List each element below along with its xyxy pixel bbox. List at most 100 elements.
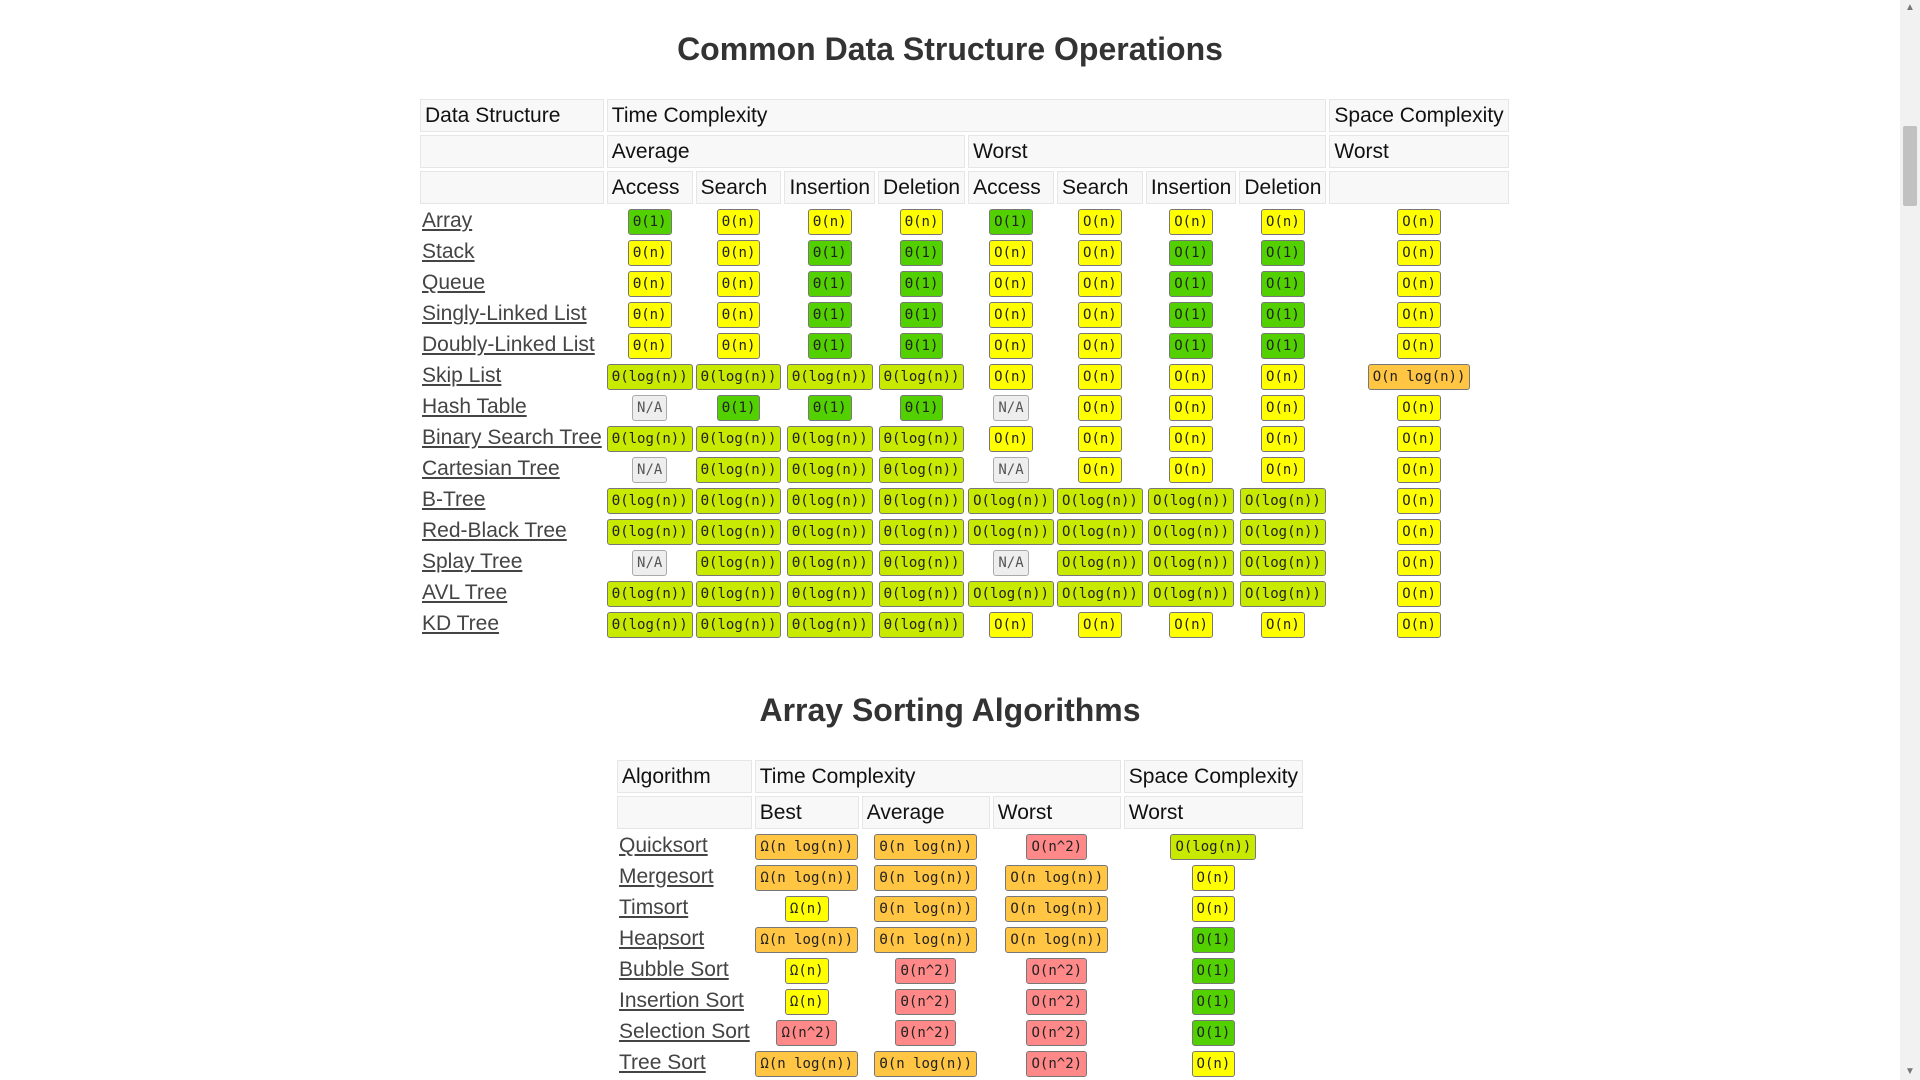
complexity-badge: Ω(n^2): [776, 1019, 838, 1046]
ds-link[interactable]: Cartesian Tree: [422, 457, 560, 480]
complexity-badge: Θ(log(n)): [878, 518, 965, 545]
complexity-cell: O(n): [1124, 863, 1303, 891]
sort-link[interactable]: Tree Sort: [619, 1051, 706, 1074]
complexity-badge: O(n): [1261, 611, 1305, 638]
complexity-badge: Ω(n log(n)): [755, 1050, 859, 1077]
complexity-cell: N/A: [968, 455, 1054, 483]
complexity-cell: Θ(log(n)): [695, 517, 782, 545]
sort-link[interactable]: Mergesort: [619, 865, 714, 888]
ds-name-cell: Array: [420, 207, 604, 235]
sort-header-blank: [617, 796, 752, 829]
ds-header-op: Deletion: [878, 171, 966, 204]
scroll-up-icon[interactable]: ▲: [1905, 2, 1915, 13]
ds-link[interactable]: Singly-Linked List: [422, 302, 587, 325]
complexity-badge: O(log(n)): [1056, 487, 1143, 514]
sort-link[interactable]: Bubble Sort: [619, 958, 729, 981]
complexity-badge: O(n): [989, 301, 1033, 328]
sort-table-row: Timsort Ω(n) Θ(n log(n)) O(n log(n)) O(n): [617, 894, 1303, 922]
complexity-badge: Θ(log(n)): [878, 425, 965, 452]
complexity-badge: O(log(n)): [968, 487, 1054, 514]
complexity-badge: Θ(1): [807, 239, 852, 266]
complexity-badge: Θ(n): [716, 239, 761, 266]
sort-table-row: Tree Sort Ω(n log(n)) Θ(n log(n)) O(n^2) O(n…: [617, 1049, 1303, 1077]
sort-link[interactable]: Heapsort: [619, 927, 705, 950]
ds-table-row: Skip List Θ(log(n)) Θ(log(n)) Θ(log(n)) Θ(lo…: [420, 362, 1509, 390]
vertical-scrollbar[interactable]: ▲ ▼: [1900, 0, 1920, 1080]
complexity-badge: O(n): [1078, 301, 1122, 328]
ds-link[interactable]: Stack: [422, 240, 475, 263]
complexity-badge: O(n): [1397, 332, 1441, 359]
complexity-badge: Θ(1): [899, 332, 944, 359]
ds-link[interactable]: Queue: [422, 271, 486, 294]
sort-link[interactable]: Quicksort: [619, 834, 708, 857]
sort-link[interactable]: Insertion Sort: [619, 989, 744, 1012]
complexity-badge: O(n): [1397, 456, 1441, 483]
sort-link[interactable]: Timsort: [619, 896, 689, 919]
complexity-cell: O(n): [1329, 610, 1508, 638]
complexity-badge: O(n log(n)): [1005, 864, 1109, 891]
complexity-badge: O(n): [1078, 208, 1122, 235]
ds-link[interactable]: Doubly-Linked List: [422, 333, 595, 356]
complexity-badge: O(n): [989, 363, 1033, 390]
complexity-badge: Θ(n^2): [895, 988, 957, 1015]
complexity-badge: O(n): [1261, 425, 1305, 452]
complexity-cell: Θ(n): [607, 331, 693, 359]
complexity-cell: Θ(log(n)): [695, 362, 782, 390]
complexity-badge: O(log(n)): [1148, 580, 1235, 607]
complexity-cell: Θ(log(n)): [878, 579, 965, 607]
ds-table-row: Queue Θ(n) Θ(n) Θ(1) Θ(1) O(n) O(n) O(1) O(1) O(n…: [420, 269, 1509, 297]
complexity-cell: O(n): [1329, 579, 1508, 607]
complexity-badge: O(n): [1191, 864, 1236, 891]
complexity-cell: Θ(n log(n)): [862, 863, 990, 891]
complexity-cell: Θ(n): [696, 331, 782, 359]
ds-table-row: AVL Tree Θ(log(n)) Θ(log(n)) Θ(log(n)) Θ(log…: [420, 579, 1509, 607]
complexity-badge: Θ(log(n)): [878, 549, 965, 576]
complexity-cell: O(n): [968, 331, 1054, 359]
ds-link[interactable]: Hash Table: [422, 395, 527, 418]
complexity-badge: O(n log(n)): [1005, 895, 1109, 922]
complexity-cell: Θ(log(n)): [784, 486, 875, 514]
complexity-badge: Θ(log(n)): [878, 580, 965, 607]
complexity-badge: O(1): [1191, 988, 1236, 1015]
ds-link[interactable]: B-Tree: [422, 488, 486, 511]
ds-link[interactable]: Skip List: [422, 364, 502, 387]
complexity-badge: Θ(log(n)): [786, 611, 873, 638]
complexity-cell: O(n^2): [993, 956, 1121, 984]
complexity-badge: Θ(n): [716, 332, 761, 359]
complexity-badge: O(n): [1078, 332, 1122, 359]
complexity-badge: O(n^2): [1026, 833, 1088, 860]
complexity-badge: O(n): [989, 425, 1033, 452]
complexity-cell: O(n): [1239, 207, 1326, 235]
complexity-cell: Θ(n log(n)): [862, 894, 990, 922]
complexity-badge: Θ(log(n)): [606, 425, 693, 452]
complexity-badge: O(n log(n)): [1367, 363, 1471, 390]
complexity-cell: O(n): [1329, 269, 1508, 297]
complexity-badge: O(n): [1397, 518, 1441, 545]
ds-name-cell: Singly-Linked List: [420, 300, 604, 328]
sort-link[interactable]: Selection Sort: [619, 1020, 750, 1043]
complexity-cell: O(n): [1329, 207, 1508, 235]
ds-link[interactable]: Binary Search Tree: [422, 426, 602, 449]
scroll-down-icon[interactable]: ▼: [1905, 1066, 1915, 1077]
scrollbar-thumb[interactable]: [1903, 126, 1917, 206]
complexity-badge: O(1): [1169, 270, 1213, 297]
complexity-cell: Θ(log(n)): [878, 548, 965, 576]
complexity-badge: O(n): [1191, 1050, 1236, 1077]
sort-table-row: Insertion Sort Ω(n) Θ(n^2) O(n^2) O(1): [617, 987, 1303, 1015]
sort-table-row: Heapsort Ω(n log(n)) Θ(n log(n)) O(n log(n)…: [617, 925, 1303, 953]
sort-table-row: Bubble Sort Ω(n) Θ(n^2) O(n^2) O(1): [617, 956, 1303, 984]
ds-link[interactable]: Red-Black Tree: [422, 519, 567, 542]
complexity-cell: Θ(n^2): [862, 987, 990, 1015]
complexity-cell: N/A: [968, 548, 1054, 576]
ds-table-body: Array Θ(1) Θ(n) Θ(n) Θ(n) O(1) O(n) O(n) O(n) O(n…: [420, 207, 1509, 638]
complexity-badge: O(n): [1078, 425, 1122, 452]
complexity-badge: Θ(1): [807, 394, 852, 421]
ds-link[interactable]: Splay Tree: [422, 550, 523, 573]
complexity-cell: Θ(log(n)): [606, 486, 693, 514]
ds-link[interactable]: Array: [422, 209, 473, 232]
ds-link[interactable]: KD Tree: [422, 612, 500, 635]
complexity-badge: Θ(log(n)): [695, 549, 782, 576]
ds-link[interactable]: AVL Tree: [422, 581, 508, 604]
complexity-badge: Θ(n): [807, 208, 852, 235]
